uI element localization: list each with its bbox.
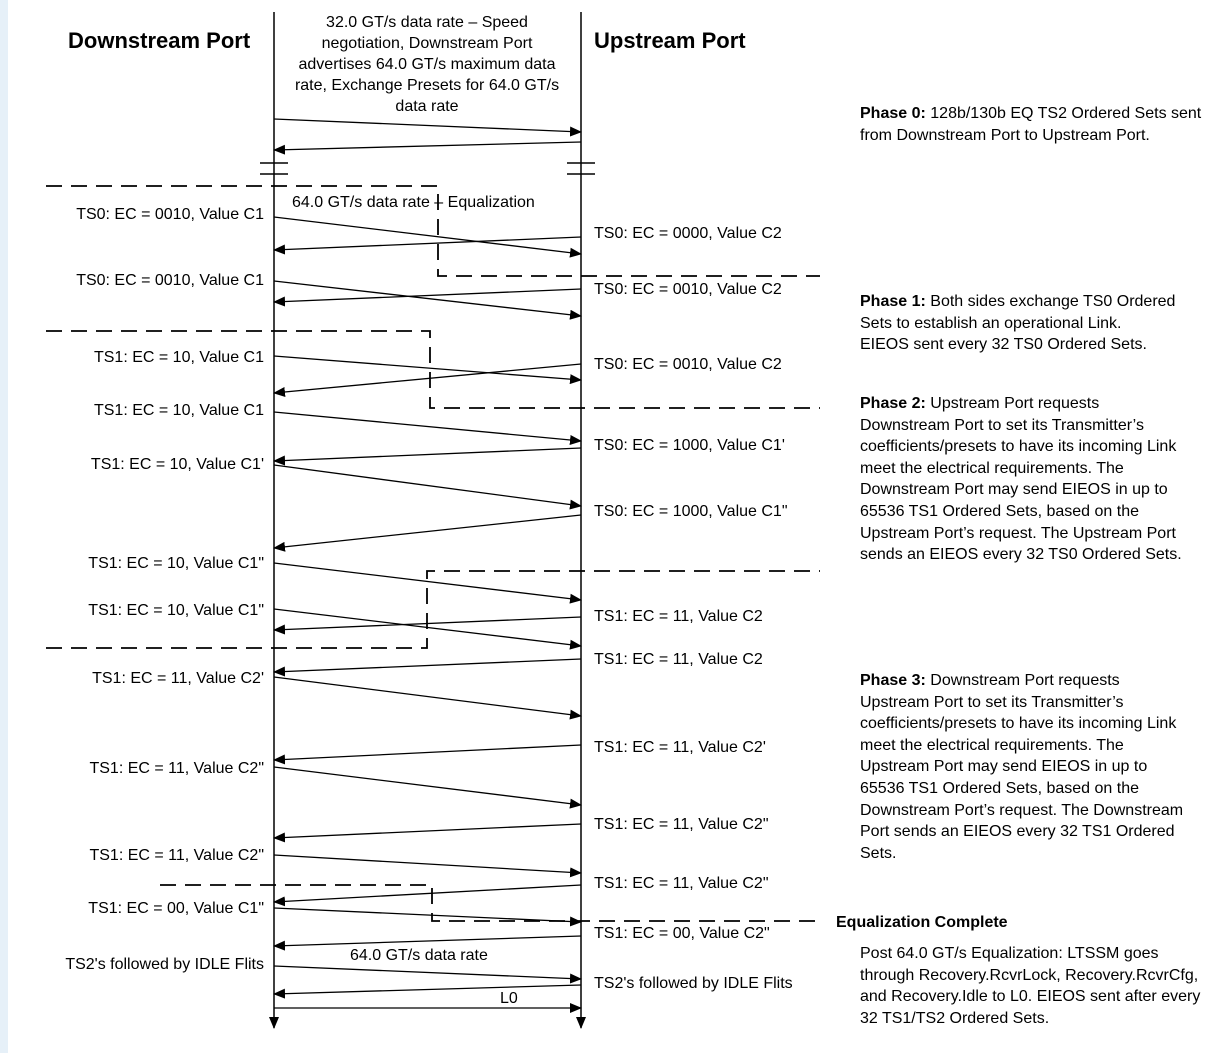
left-label: TS2's followed by IDLE Flits [65,956,264,973]
phase1-text: Both sides exchange TS0 Ordered Sets to … [860,293,1176,332]
message-arrow [273,823,582,843]
left-label: TS1: EC = 00, Value C1" [88,900,264,917]
message-arrow [273,965,582,984]
right-label: TS1: EC = 11, Value C2" [594,875,769,892]
data-rate-note: 64.0 GT/s data rate [350,947,488,964]
l0-label: L0 [500,990,518,1007]
upstream-port-header: Upstream Port [594,28,746,53]
speed-negotiation-note: 32.0 GT/s data rate – Speed negotiation,… [294,14,560,115]
left-label: TS1: EC = 10, Value C1' [90,456,264,473]
right-label: TS1: EC = 11, Value C2 [594,651,763,668]
phase0-description: Phase 0: 128b/130b EQ TS2 Ordered Sets s… [860,103,1210,146]
message-arrow [273,676,582,720]
phase3-title: Phase 3: [860,672,926,689]
left-label: TS1: EC = 10, Value C1" [88,555,264,572]
right-label: TS0: EC = 0010, Value C2 [594,356,782,373]
message-arrow [273,141,582,155]
right-label: TS1: EC = 11, Value C2" [594,816,769,833]
downstream-port-header: Downstream Port [68,28,251,53]
right-label: TS0: EC = 0010, Value C2 [594,281,782,298]
phase1-text-eieos: EIEOS sent every 32 TS0 Ordered Sets. [860,336,1147,354]
message-arrow [273,766,582,809]
phase0-title: Phase 0: [860,105,926,122]
message-arrow [273,280,582,320]
equalization-complete-title: Equalization Complete [836,914,1008,931]
left-label: TS0: EC = 0010, Value C1 [76,272,264,289]
left-label: TS1: EC = 10, Value C1" [88,602,264,619]
left-label: TS0: EC = 0010, Value C1 [76,206,264,223]
message-arrow [273,288,582,307]
phase2-text: Upstream Port requests Downstream Port t… [860,395,1182,564]
phase1-title: Phase 1: [860,293,926,310]
phase3-description: Phase 3: Downstream Port requests Upstre… [860,670,1192,864]
message-arrow [273,935,582,951]
left-label: TS1: EC = 11, Value C2' [92,670,264,687]
equalization-complete-text: Post 64.0 GT/s Equalization: LTSSM goes … [860,945,1201,1027]
phase-boundary-dashed-line [46,330,820,409]
right-label: TS0: EC = 1000, Value C1' [594,437,785,454]
phase2-title: Phase 2: [860,395,926,412]
phase1-description: Phase 1: Both sides exchange TS0 Ordered… [860,291,1210,356]
message-arrow [273,447,582,466]
left-label: TS1: EC = 11, Value C2" [89,847,264,864]
phase-boundary-dashed-line [46,570,820,649]
phase2-description: Phase 2: Upstream Port requests Downstre… [860,393,1190,566]
message-arrow [273,411,582,445]
page-edge-bar [0,0,8,1053]
right-label: TS1: EC = 11, Value C2 [594,608,763,625]
phase-boundary-dashed-line [160,884,820,922]
message-arrow [273,658,582,677]
phase-boundary-dashed-line [46,185,820,277]
message-arrow [273,216,582,258]
message-arrow [273,118,582,137]
message-arrow [273,355,582,385]
message-arrow [273,363,582,397]
right-label: TS1: EC = 11, Value C2' [594,739,766,756]
message-arrow [273,562,582,604]
message-arrow [273,884,582,907]
message-arrow [273,907,582,927]
message-arrow [273,854,582,878]
right-label: TS2's followed by IDLE Flits [594,975,793,992]
message-arrow [273,514,582,552]
right-label: TS0: EC = 0000, Value C2 [594,225,782,242]
left-label: TS1: EC = 11, Value C2" [89,760,264,777]
message-arrow [273,464,582,510]
message-arrow [273,984,582,999]
left-label: TS1: EC = 10, Value C1 [93,402,264,419]
phase3-text: Downstream Port requests Upstream Port t… [860,672,1184,862]
right-label: TS1: EC = 00, Value C2" [594,925,770,942]
right-label: TS0: EC = 1000, Value C1" [594,503,788,520]
phase0-text: 128b/130b EQ TS2 Ordered Sets sent from … [860,105,1202,144]
message-arrow [273,236,582,255]
message-arrow [273,744,582,765]
equalization-note: 64.0 GT/s data rate – Equalization [292,194,535,211]
left-label: TS1: EC = 10, Value C1 [93,349,264,366]
